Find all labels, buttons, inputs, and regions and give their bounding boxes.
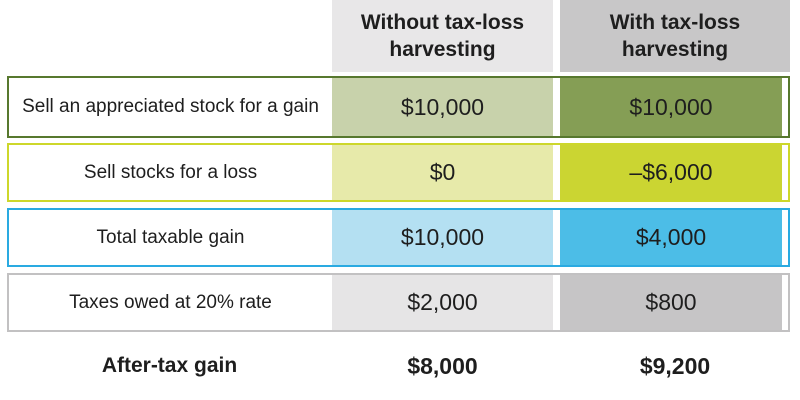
row-label: Sell an appreciated stock for a gain xyxy=(9,78,332,136)
column-gap xyxy=(553,275,560,330)
value-without: $10,000 xyxy=(332,78,553,136)
row-label: Sell stocks for a loss xyxy=(9,145,332,200)
table-row: Sell stocks for a loss $0 –$6,000 xyxy=(7,143,790,202)
column-gap xyxy=(553,78,560,136)
value-without: $0 xyxy=(332,145,553,200)
table-header-row: Without tax-loss harvesting With tax-los… xyxy=(7,0,790,72)
row-edge-sliver xyxy=(782,78,788,136)
footer-value-without: $8,000 xyxy=(407,352,478,379)
table-footer-row: After-tax gain $8,000 $9,200 xyxy=(7,332,790,400)
column-header-with: With tax-loss harvesting xyxy=(560,0,790,72)
footer-label: After-tax gain xyxy=(101,354,238,377)
value-with: –$6,000 xyxy=(560,145,782,200)
row-edge-sliver xyxy=(782,275,788,330)
value-with: $800 xyxy=(560,275,782,330)
table-row: Taxes owed at 20% rate $2,000 $800 xyxy=(7,273,790,332)
column-gap xyxy=(553,210,560,265)
row-edge-sliver xyxy=(782,145,788,200)
row-label: Taxes owed at 20% rate xyxy=(9,275,332,330)
table: Without tax-loss harvesting With tax-los… xyxy=(7,0,790,400)
column-header-without: Without tax-loss harvesting xyxy=(332,0,553,72)
row-label: Total taxable gain xyxy=(9,210,332,265)
value-without: $2,000 xyxy=(332,275,553,330)
row-edge-sliver xyxy=(782,210,788,265)
table-row: Total taxable gain $10,000 $4,000 xyxy=(7,208,790,267)
column-gap xyxy=(553,145,560,200)
value-with: $4,000 xyxy=(560,210,782,265)
table-row: Sell an appreciated stock for a gain $10… xyxy=(7,76,790,138)
footer-value-with: $9,200 xyxy=(639,352,711,379)
column-gap xyxy=(553,0,560,72)
value-without: $10,000 xyxy=(332,210,553,265)
value-with: $10,000 xyxy=(560,78,782,136)
header-spacer xyxy=(7,0,332,72)
